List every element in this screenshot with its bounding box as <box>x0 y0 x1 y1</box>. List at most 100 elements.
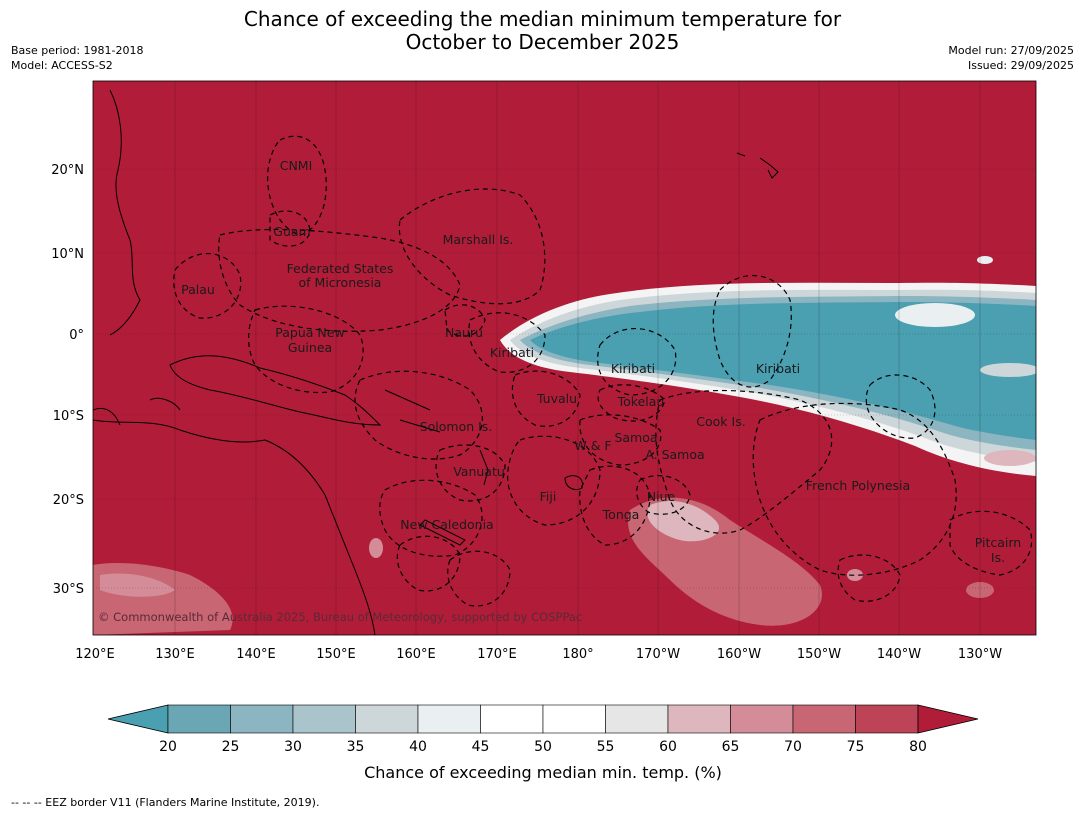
cold-tongue-patch-2 <box>980 363 1036 377</box>
coast-hawaii <box>736 152 779 179</box>
coast-solomon <box>384 389 441 433</box>
colorbar-bin <box>230 704 294 734</box>
label-png-2: Guinea <box>288 340 332 355</box>
label-cook: Cook Is. <box>696 414 745 429</box>
label-fiji: Fiji <box>540 489 557 504</box>
lon-tick: 150°E <box>316 647 356 662</box>
latitude-labels: 20°N 10°N 0° 10°S 20°S 30°S <box>51 163 84 597</box>
coast-australia <box>93 419 376 635</box>
colorbar-tick: 55 <box>597 739 615 755</box>
warm-patch-small-2 <box>847 569 863 581</box>
colorbar-tick: 65 <box>722 739 740 755</box>
label-kiribati-central: Kiribati <box>611 361 655 376</box>
coast-new-zealand <box>149 397 181 411</box>
coast-new-guinea <box>169 355 382 426</box>
lon-tick: 180° <box>562 647 593 662</box>
label-nauru: Nauru <box>445 325 483 340</box>
eez-niue <box>636 475 691 515</box>
map-figure: CNMI Guam Marshall Is. Federated States … <box>51 80 1037 782</box>
meta-right: Model run: 27/09/2025 Issued: 29/09/2025 <box>948 43 1074 73</box>
lat-tick: 10°S <box>53 409 84 424</box>
coast-new-caledonia <box>419 519 466 546</box>
region-labels: CNMI Guam Marshall Is. Federated States … <box>181 158 1021 565</box>
label-solomon: Solomon Is. <box>420 419 493 434</box>
lat-tick: 30°S <box>53 582 84 597</box>
label-new-caledonia: New Caledonia <box>400 517 493 532</box>
eez-nauru <box>444 304 486 337</box>
coast-borneo <box>93 407 121 426</box>
label-pitcairn-1: Pitcairn <box>975 535 1021 550</box>
eez-marquesas <box>865 374 936 439</box>
warm-patch-south-central-light <box>647 500 720 542</box>
eez-french-polynesia <box>752 402 957 576</box>
colorbar-bin <box>792 704 856 734</box>
eez-borders <box>173 135 1033 607</box>
colorbar-bin <box>417 704 481 734</box>
eez-new-caledonia <box>379 479 483 557</box>
label-palau: Palau <box>181 282 215 297</box>
lat-tick: 0° <box>69 328 84 343</box>
lat-tick: 20°S <box>53 493 84 508</box>
eez-wf-samoa <box>579 414 662 466</box>
coast-vanuatu <box>479 449 489 486</box>
lon-tick: 130°E <box>155 647 195 662</box>
eez-tokelau <box>597 384 666 422</box>
colorbar-bin <box>542 704 606 734</box>
title-line-2: October to December 2025 <box>405 30 680 54</box>
cold-tongue-patch-3 <box>977 256 993 264</box>
eez-tuvalu <box>511 370 581 427</box>
colorbar-tick: 25 <box>222 739 240 755</box>
colorbar-bin <box>167 704 231 734</box>
probability-field <box>93 256 1036 635</box>
colorbar-arrow-high <box>917 704 979 734</box>
eez-cook <box>655 389 833 534</box>
colorbar-bin <box>292 704 356 734</box>
eez-cnmi <box>267 135 327 236</box>
eez-marshall <box>398 188 546 305</box>
longitude-labels: 120°E 130°E 140°E 150°E 160°E 170°E 180°… <box>75 647 1002 662</box>
lon-tick: 160°W <box>717 647 761 662</box>
warm-patch-small-1 <box>369 538 383 558</box>
lat-tick: 10°N <box>51 247 84 262</box>
model-run: Model run: 27/09/2025 <box>948 44 1074 57</box>
colorbar-bin <box>605 704 669 734</box>
eez-tonga <box>579 465 651 546</box>
colorbar-tick: 20 <box>159 739 177 755</box>
model-name: Model: ACCESS-S2 <box>11 59 113 72</box>
colorbar-bin <box>730 704 794 734</box>
label-french-polynesia: French Polynesia <box>806 478 910 493</box>
label-png-1: Papua New <box>275 325 344 340</box>
label-kiribati-east: Kiribati <box>756 361 800 376</box>
eez-vanuatu <box>435 444 506 502</box>
colorbar-tick: 35 <box>347 739 365 755</box>
colorbar-tick: 40 <box>409 739 427 755</box>
label-cnmi: CNMI <box>280 158 313 173</box>
colorbar-arrow-low <box>107 704 169 734</box>
lon-tick: 120°E <box>75 647 115 662</box>
eez-guam <box>269 210 311 247</box>
colorbar-bin <box>855 704 919 734</box>
warm-patch-east <box>984 450 1036 466</box>
coastlines <box>93 89 779 635</box>
colorbar-tick: 60 <box>659 739 677 755</box>
eez-kiribati-west <box>468 312 546 373</box>
eez-footnote: -- -- -- EEZ border V11 (Flanders Marine… <box>11 796 320 809</box>
warm-patch-southwest-light <box>100 573 175 597</box>
label-pitcairn-2: Is. <box>991 550 1005 565</box>
lon-tick: 130°W <box>958 647 1002 662</box>
title-line-1: Chance of exceeding the median minimum t… <box>243 7 842 31</box>
eez-solomon <box>354 370 483 460</box>
lon-tick: 140°W <box>877 647 921 662</box>
coast-fiji <box>564 475 584 491</box>
eez-palau <box>173 253 242 319</box>
gridlines <box>93 81 1036 635</box>
base-period: Base period: 1981-2018 <box>11 44 144 57</box>
label-guam: Guam <box>273 224 310 239</box>
issued-date: Issued: 29/09/2025 <box>967 59 1074 72</box>
lon-tick: 150°W <box>797 647 841 662</box>
eez-east-extra <box>837 554 901 602</box>
lon-tick: 140°E <box>236 647 276 662</box>
meta-left: Base period: 1981-2018 Model: ACCESS-S2 <box>11 43 143 73</box>
label-tonga: Tonga <box>602 507 640 522</box>
colorbar: 20 25 30 35 40 45 50 55 60 65 70 75 80 C… <box>107 704 979 782</box>
